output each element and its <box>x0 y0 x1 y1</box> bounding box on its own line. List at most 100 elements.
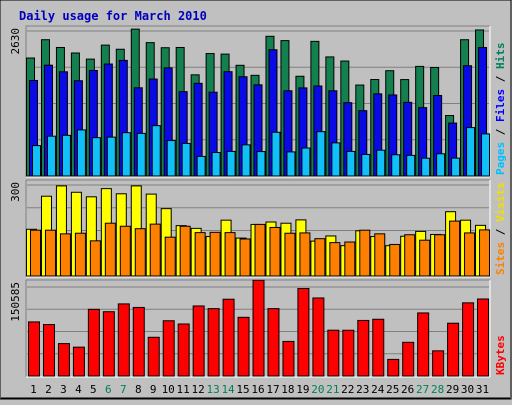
bar-visits-sites-day-16 <box>254 223 266 277</box>
x-tick-label-day-27: 27 <box>416 383 429 396</box>
bar-hits-pages-day-16 <box>256 151 266 177</box>
bar-visits-sites-day-11 <box>179 225 191 277</box>
bar-kbytes-kbytes-day-31 <box>477 298 490 377</box>
x-tick-label-day-30: 30 <box>461 383 474 396</box>
x-tick-label-day-17: 17 <box>266 383 279 396</box>
x-tick-label-day-20: 20 <box>311 383 324 396</box>
x-tick-label-day-14: 14 <box>221 383 235 396</box>
bar-hits-pages-day-28 <box>436 153 446 177</box>
bar-hits-pages-day-18 <box>286 151 296 177</box>
x-axis-labels: 1 2 3 4 5 6 7 8 9 10 11 12 13 14 15 16 17 18 19 20 21 22 23 24 2… <box>30 383 489 396</box>
bar-kbytes-kbytes-day-16 <box>252 279 265 377</box>
bar-hits-pages-day-9 <box>151 125 161 177</box>
bar-visits-sites-day-3 <box>59 233 71 277</box>
bar-hits-pages-day-17 <box>271 131 281 177</box>
panel-visits: 300 Sites / Visits <box>9 179 507 278</box>
bar-hits-pages-day-12 <box>196 155 206 177</box>
bar-visits-sites-day-26 <box>404 234 416 277</box>
bar-visits-sites-day-1 <box>30 229 41 277</box>
bar-hits-pages-day-5 <box>91 137 101 177</box>
x-tick-label-day-29: 29 <box>446 383 459 396</box>
bar-hits-pages-day-27 <box>421 157 431 177</box>
bar-visits-sites-day-4 <box>74 232 86 277</box>
x-tick-label-day-28: 28 <box>431 383 444 396</box>
bar-visits-sites-day-22 <box>344 241 356 277</box>
legend-visits-item-1: / <box>494 228 507 242</box>
bar-kbytes-kbytes-day-8 <box>132 306 145 377</box>
bar-visits-sites-day-14 <box>224 232 236 277</box>
chart-title: Daily usage for March 2010 <box>19 9 207 23</box>
panel-visits-legend: Sites / Visits <box>494 182 507 275</box>
bar-kbytes-kbytes-day-26 <box>402 341 415 377</box>
legend-visits-item-2: Visits <box>494 182 507 228</box>
bar-visits-sites-day-21 <box>329 242 341 277</box>
bar-kbytes-kbytes-day-7 <box>117 303 130 377</box>
bar-kbytes-kbytes-day-25 <box>387 358 400 377</box>
bar-kbytes-kbytes-day-1 <box>28 321 40 377</box>
bar-visits-sites-day-5 <box>89 240 101 277</box>
x-tick-label-day-19: 19 <box>296 383 309 396</box>
bar-kbytes-kbytes-day-24 <box>372 318 385 377</box>
bar-kbytes-kbytes-day-30 <box>462 302 475 377</box>
panel-visits-max-label: 300 <box>9 182 22 202</box>
legend-hits-item-2: Files <box>494 89 507 129</box>
x-tick-label-day-26: 26 <box>401 383 414 396</box>
x-tick-label-day-12: 12 <box>192 383 205 396</box>
bar-hits-pages-day-1 <box>32 145 41 177</box>
x-tick-label-day-31: 31 <box>476 383 489 396</box>
bar-visits-sites-day-28 <box>434 234 446 277</box>
bar-kbytes-kbytes-day-10 <box>162 320 175 377</box>
panel-kbytes-max-label: 150585 <box>9 282 22 322</box>
bar-kbytes-kbytes-day-12 <box>192 305 205 377</box>
bar-visits-sites-day-2 <box>44 229 56 277</box>
bar-kbytes-kbytes-day-4 <box>72 346 85 377</box>
bar-kbytes-kbytes-day-17 <box>267 308 280 377</box>
bar-kbytes-kbytes-day-28 <box>432 350 445 377</box>
bar-hits-pages-day-22 <box>346 150 356 177</box>
bar-hits-pages-day-24 <box>376 149 386 177</box>
legend-hits-item-3: / <box>494 75 507 89</box>
x-tick-label-day-21: 21 <box>326 383 339 396</box>
bar-kbytes-kbytes-day-27 <box>417 312 430 377</box>
x-tick-label-day-11: 11 <box>177 383 190 396</box>
bar-hits-pages-day-13 <box>211 152 221 177</box>
bar-visits-sites-day-6 <box>104 222 116 277</box>
bar-hits-pages-day-11 <box>181 142 191 177</box>
x-tick-label-day-7: 7 <box>120 383 127 396</box>
x-tick-label-day-4: 4 <box>75 383 82 396</box>
bar-kbytes-kbytes-day-22 <box>342 329 355 377</box>
bar-visits-sites-day-18 <box>284 232 296 277</box>
bar-kbytes-kbytes-day-29 <box>447 322 460 377</box>
bar-hits-pages-day-3 <box>61 134 71 177</box>
bar-visits-sites-day-9 <box>149 223 161 277</box>
bar-visits-sites-day-24 <box>374 233 386 277</box>
panel-kbytes: 150585 KBytes <box>9 279 507 378</box>
panel-hits-legend: Pages / Files / Hits <box>494 43 507 176</box>
x-tick-label-day-3: 3 <box>60 383 67 396</box>
bar-hits-pages-day-19 <box>301 147 311 177</box>
legend-hits-item-4: Hits <box>494 43 507 76</box>
bar-hits-pages-day-14 <box>226 150 236 177</box>
x-tick-label-day-5: 5 <box>90 383 97 396</box>
bar-visits-sites-day-12 <box>194 232 206 277</box>
bar-hits-pages-day-10 <box>166 140 176 177</box>
bar-hits-pages-day-21 <box>331 142 341 177</box>
x-tick-label-day-8: 8 <box>135 383 142 396</box>
bar-kbytes-kbytes-day-20 <box>312 297 325 377</box>
bar-visits-sites-day-30 <box>464 232 476 277</box>
x-tick-label-day-10: 10 <box>162 383 175 396</box>
x-tick-label-day-25: 25 <box>386 383 399 396</box>
bar-visits-sites-day-10 <box>164 236 176 277</box>
bar-hits-pages-day-2 <box>46 135 56 177</box>
x-tick-label-day-1: 1 <box>30 383 37 396</box>
bar-visits-sites-day-17 <box>269 226 281 277</box>
bar-hits-pages-day-15 <box>241 144 251 177</box>
bar-kbytes-kbytes-day-18 <box>282 340 295 377</box>
bar-visits-sites-day-13 <box>209 231 221 277</box>
bar-hits-pages-day-29 <box>451 157 461 177</box>
bar-visits-sites-day-23 <box>359 229 371 277</box>
bar-kbytes-kbytes-day-9 <box>147 336 160 377</box>
bar-kbytes-kbytes-day-14 <box>222 298 235 377</box>
bar-kbytes-kbytes-day-23 <box>357 319 370 377</box>
